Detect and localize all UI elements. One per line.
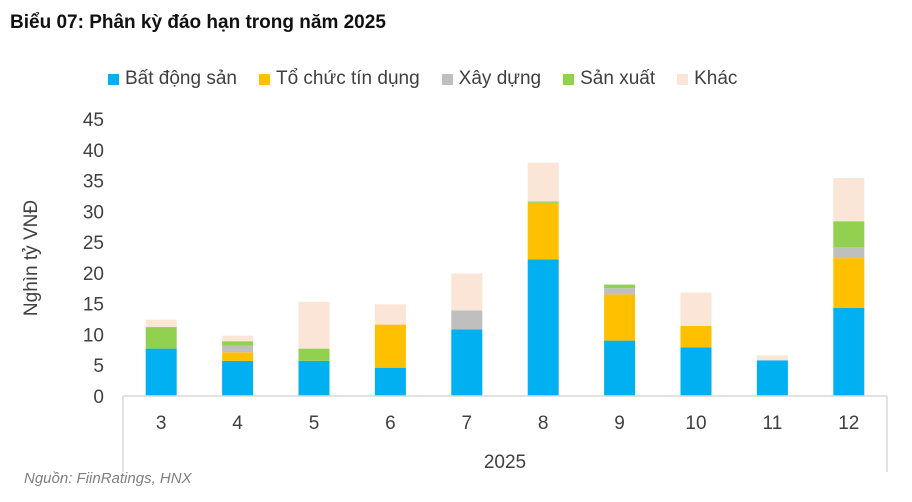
bar-segment-khác bbox=[527, 162, 559, 202]
bar-segment-sản-xuất bbox=[604, 284, 636, 289]
bar-segment-bất-động-sản bbox=[680, 347, 712, 396]
legend-swatch bbox=[258, 73, 270, 85]
legend-label: Sản xuất bbox=[580, 68, 656, 89]
y-tick-label: 25 bbox=[83, 233, 104, 254]
x-tick-label: 10 bbox=[685, 413, 706, 434]
y-tick-label: 40 bbox=[83, 141, 104, 162]
x-tick-label: 3 bbox=[156, 413, 167, 434]
x-tick-label: 9 bbox=[614, 413, 625, 434]
legend-item: Sản xuất bbox=[563, 68, 655, 90]
x-tick-label: 4 bbox=[232, 413, 243, 434]
legend-swatch bbox=[677, 73, 689, 85]
bar-segment-khác bbox=[298, 301, 330, 349]
legend-label: Bất động sản bbox=[125, 68, 237, 89]
legend-item: Tổ chức tín dụng bbox=[258, 68, 420, 90]
bar-segment-sản-xuất bbox=[145, 327, 177, 349]
bar-segment-khác bbox=[222, 335, 254, 342]
bar-segment-xây-dựng bbox=[604, 288, 636, 295]
legend-swatch bbox=[563, 73, 575, 85]
bar-segment-khác bbox=[374, 304, 406, 325]
bar-segment-tổ-chức-tín-dụng bbox=[222, 352, 254, 361]
bar-segment-bất-động-sản bbox=[222, 360, 254, 396]
y-tick-label: 10 bbox=[83, 325, 104, 346]
bar-segment-sản-xuất bbox=[833, 221, 865, 248]
bar-segment-bất-động-sản bbox=[451, 329, 483, 396]
legend-label: Tổ chức tín dụng bbox=[275, 68, 420, 89]
y-tick-label: 0 bbox=[93, 387, 104, 408]
y-tick-label: 30 bbox=[83, 202, 104, 223]
legend-item: Bất động sản bbox=[108, 68, 237, 90]
x-tick-label: 7 bbox=[462, 413, 473, 434]
bar-segment-khác bbox=[756, 355, 788, 361]
bar-segment-sản-xuất bbox=[222, 341, 254, 346]
x-tick-label: 12 bbox=[838, 413, 859, 434]
bar-segment-khác bbox=[451, 273, 483, 311]
bar-segment-tổ-chức-tín-dụng bbox=[374, 324, 406, 368]
bar-segment-bất-động-sản bbox=[604, 340, 636, 396]
bar-segment-tổ-chức-tín-dụng bbox=[680, 325, 712, 348]
bar-segment-tổ-chức-tín-dụng bbox=[604, 294, 636, 341]
y-tick-label: 35 bbox=[83, 172, 104, 193]
bar-segment-xây-dựng bbox=[833, 247, 865, 259]
x-axis-label: 2025 bbox=[484, 452, 526, 473]
legend-swatch bbox=[108, 73, 119, 85]
legend-item: Khác bbox=[677, 68, 737, 90]
y-axis-label: Nghìn tỷ VNĐ bbox=[21, 200, 42, 316]
bar-segment-bất-động-sản bbox=[374, 367, 406, 396]
bar-segment-khác bbox=[833, 178, 865, 222]
x-tick-label: 5 bbox=[309, 413, 320, 434]
y-tick-label: 15 bbox=[83, 295, 104, 316]
bar-segment-bất-động-sản bbox=[756, 360, 788, 396]
source-note: Nguồn: FiinRatings, HNX bbox=[24, 470, 192, 487]
bar-segment-bất-động-sản bbox=[298, 360, 330, 396]
x-tick-label: 8 bbox=[538, 413, 549, 434]
bar-segment-xây-dựng bbox=[451, 310, 483, 330]
bar-segment-tổ-chức-tín-dụng bbox=[527, 202, 559, 260]
bar-segment-bất-động-sản bbox=[833, 307, 865, 396]
legend-label: Khác bbox=[694, 68, 738, 89]
x-tick-label: 6 bbox=[385, 413, 396, 434]
y-tick-label: 5 bbox=[93, 356, 104, 377]
bar-segment-tổ-chức-tín-dụng bbox=[833, 258, 865, 308]
bar-segment-sản-xuất bbox=[298, 348, 330, 361]
chart-title: Biểu 07: Phân kỳ đáo hạn trong năm 2025 bbox=[10, 12, 386, 33]
bar-segment-khác bbox=[680, 292, 712, 326]
bar-segment-sản-xuất bbox=[527, 201, 559, 203]
bar-segment-xây-dựng bbox=[222, 345, 254, 353]
legend: Bất động sản Tổ chức tín dụng Xây dựng Sản … bbox=[108, 68, 737, 90]
legend-item: Xây dựng bbox=[441, 68, 542, 90]
bar-segment-khác bbox=[145, 319, 177, 328]
y-tick-label: 45 bbox=[83, 110, 104, 131]
legend-label: Xây dựng bbox=[458, 68, 542, 89]
x-tick-label: 11 bbox=[763, 413, 783, 434]
bar-segment-bất-động-sản bbox=[145, 348, 177, 396]
y-tick-label: 20 bbox=[83, 264, 104, 285]
legend-swatch bbox=[441, 73, 453, 85]
bar-segment-bất-động-sản bbox=[527, 259, 559, 396]
